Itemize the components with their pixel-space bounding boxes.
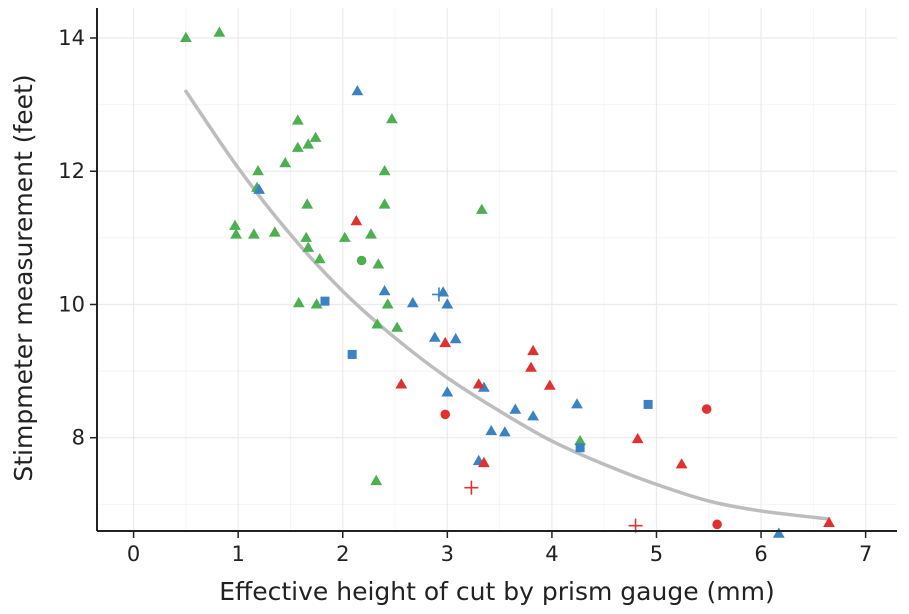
y-tick-labels: 8 10 12 14 [58, 26, 85, 450]
blue-triangle-point [351, 85, 364, 96]
red-plus-point [464, 480, 479, 495]
green-triangle-point [279, 157, 292, 168]
y-axis-title: Stimpmeter measurement (feet) [9, 74, 38, 481]
green-triangle-point [381, 298, 394, 309]
trend-line-layer [184, 89, 831, 521]
green-triangle-point [301, 198, 314, 209]
grid-lines [97, 8, 897, 531]
trend-line [184, 89, 831, 521]
x-tick-label: 4 [545, 542, 558, 566]
green-triangle-point [574, 434, 586, 446]
green-triangle-point [268, 226, 281, 237]
y-tick-label: 8 [72, 426, 85, 450]
red-triangle-point [395, 378, 408, 389]
green-triangle-point [292, 296, 305, 308]
green-triangle-point [213, 26, 226, 37]
red-triangle-point [478, 456, 490, 468]
blue-triangle-point [378, 285, 391, 296]
green-triangle-point [291, 141, 304, 152]
green-triangle-point [313, 253, 326, 264]
green-triangle-point [370, 474, 383, 486]
y-tick-label: 14 [58, 26, 85, 50]
blue-triangle-point [437, 286, 449, 297]
data-points [180, 26, 835, 538]
blue-square-point [643, 399, 653, 409]
blue-triangle-point [485, 424, 498, 436]
red-triangle-point [472, 378, 485, 389]
axes [90, 8, 897, 538]
green-triangle-point [300, 231, 312, 242]
blue-triangle-point [527, 410, 539, 421]
blue-triangle-point [499, 426, 511, 437]
green-triangle-point [378, 198, 391, 209]
green-triangle-point [475, 203, 488, 214]
green-circle-point [356, 255, 367, 266]
green-triangle-point [310, 298, 323, 309]
x-tick-label: 6 [754, 542, 767, 566]
green-triangle-point [371, 318, 384, 329]
blue-square-point [575, 443, 585, 453]
blue-triangle-point [509, 403, 522, 414]
x-tick-labels: 0 1 2 3 4 5 6 7 [127, 542, 872, 566]
x-tick-label: 0 [127, 542, 140, 566]
blue-triangle-point [406, 296, 419, 308]
blue-triangle-point [441, 386, 454, 397]
green-triangle-point [230, 228, 242, 239]
red-triangle-point [525, 361, 537, 372]
red-triangle-point [675, 458, 688, 469]
x-axis-title: Effective height of cut by prism gauge (… [219, 577, 775, 606]
x-tick-label: 2 [336, 542, 349, 566]
green-triangle-point [302, 241, 315, 252]
green-triangle-point [378, 165, 391, 176]
red-triangle-point [527, 344, 539, 356]
blue-triangle-point [253, 183, 265, 194]
green-triangle-point [252, 165, 264, 176]
green-triangle-point [391, 321, 403, 332]
green-triangle-point [229, 219, 241, 230]
green-triangle-point [248, 228, 260, 239]
green-triangle-point [309, 131, 322, 142]
green-triangle-point [339, 231, 351, 242]
x-tick-label: 3 [441, 542, 454, 566]
x-tick-label: 5 [650, 542, 663, 566]
x-tick-label: 7 [859, 542, 872, 566]
red-triangle-point [439, 336, 452, 348]
green-triangle-point [386, 113, 398, 124]
y-tick-label: 10 [58, 292, 85, 316]
blue-triangle-point [449, 332, 462, 344]
green-triangle-point [291, 114, 304, 125]
red-circle-point [440, 409, 451, 420]
red-circle-point [701, 404, 712, 414]
blue-triangle-point [478, 381, 490, 392]
green-triangle-point [302, 138, 315, 149]
green-triangle-point [365, 228, 377, 239]
blue-triangle-point [571, 398, 583, 409]
blue-square-point [320, 296, 330, 306]
red-triangle-point [350, 215, 363, 226]
red-triangle-point [823, 516, 835, 527]
blue-triangle-point [441, 298, 454, 309]
green-triangle-point [372, 258, 385, 269]
red-triangle-point [631, 432, 644, 444]
green-triangle-point [180, 31, 192, 42]
blue-triangle-point [428, 331, 441, 342]
blue-square-point [347, 349, 357, 359]
red-triangle-point [543, 379, 556, 390]
y-tick-label: 12 [58, 159, 85, 183]
red-circle-point [712, 519, 722, 530]
blue-triangle-point [772, 527, 785, 538]
x-tick-label: 1 [231, 542, 244, 566]
